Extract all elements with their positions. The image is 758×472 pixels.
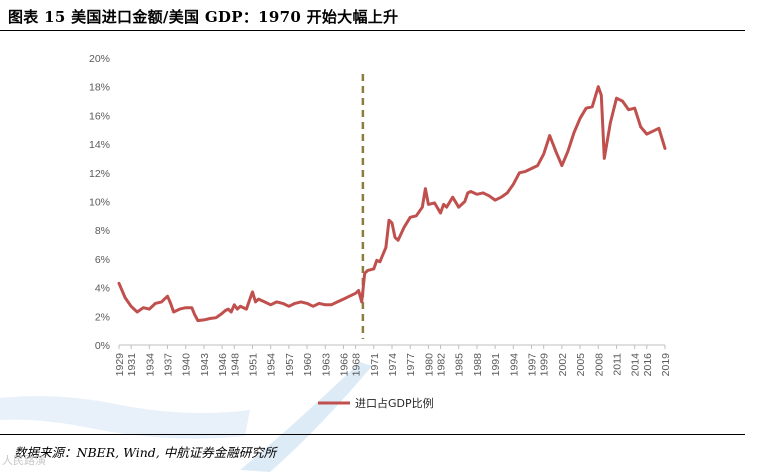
y-tick-label: 16%	[89, 110, 110, 122]
series-line-import-gdp-ratio	[117, 85, 667, 323]
y-tick-label: 12%	[89, 168, 110, 180]
x-tick-label: 2016	[642, 353, 654, 377]
x-tick-label: 1940	[181, 353, 193, 377]
x-tick-label: 2019	[660, 353, 672, 377]
footer-divider	[0, 434, 745, 435]
y-tick-label: 14%	[89, 139, 110, 151]
x-tick-label: 2005	[575, 353, 587, 377]
y-tick-label: 0%	[95, 340, 110, 352]
x-tick-label: 1937	[163, 353, 175, 377]
x-tick-label: 1977	[405, 353, 417, 377]
y-tick-label: 2%	[95, 311, 110, 323]
y-tick-label: 4%	[95, 283, 110, 295]
x-tick-label: 1954	[266, 353, 278, 377]
x-tick-label: 2011	[611, 353, 623, 376]
y-tick-label: 8%	[95, 225, 110, 237]
y-tick-label: 20%	[89, 53, 110, 65]
legend-label: 进口占GDP比例	[355, 396, 434, 410]
x-tick-label: 1991	[490, 353, 502, 377]
x-tick-label: 1946	[217, 353, 229, 377]
watermark-swoosh	[0, 396, 250, 439]
x-tick-label: 2002	[557, 353, 569, 377]
x-tick-label: 2014	[630, 353, 642, 377]
y-tick-label: 18%	[89, 82, 110, 94]
watermark-text: 人民路演	[2, 454, 46, 467]
x-tick-label: 1934	[144, 353, 156, 377]
x-tick-label: 1985	[454, 353, 466, 377]
x-tick-label: 1982	[436, 353, 448, 377]
x-tick-label: 1968	[351, 353, 363, 377]
x-axis: 1929 1931 1934 1937 1940 1943 1946 1948 1951 1954…	[114, 344, 672, 377]
x-tick-label: 1960	[302, 353, 314, 377]
x-tick-label: 1931	[126, 353, 138, 377]
x-tick-label: 1929	[114, 353, 126, 377]
x-tick-label: 1963	[320, 353, 332, 377]
x-tick-label: 1988	[472, 353, 484, 377]
x-tick-label: 1943	[199, 353, 211, 377]
x-tick-label: 1974	[387, 353, 399, 377]
x-tick-label: 1957	[284, 353, 296, 377]
y-axis: 0% 2% 4% 6% 8% 10% 12% 14% 16% 18% 20%	[89, 53, 110, 352]
chart-title: 图表 15 美国进口金额/美国 GDP：1970 开始大幅上升	[8, 8, 399, 26]
source-note: 数据来源：NBER, Wind, 中航证券金融研究所	[14, 445, 277, 460]
header-divider	[0, 30, 745, 31]
y-tick-label: 10%	[89, 197, 110, 209]
legend: 进口占GDP比例	[318, 396, 434, 410]
x-tick-label: 1948	[229, 353, 241, 377]
x-tick-label: 1999	[539, 353, 551, 377]
x-tick-label: 1980	[423, 353, 435, 377]
x-tick-label: 1971	[369, 353, 381, 377]
x-tick-label: 1951	[247, 353, 259, 377]
x-tick-label: 2008	[593, 353, 605, 377]
watermark-swoosh-accent	[240, 362, 372, 472]
y-tick-label: 6%	[95, 254, 110, 266]
x-tick-label: 1997	[527, 353, 539, 377]
x-tick-label: 1966	[338, 353, 350, 377]
x-tick-label: 1994	[508, 353, 520, 377]
